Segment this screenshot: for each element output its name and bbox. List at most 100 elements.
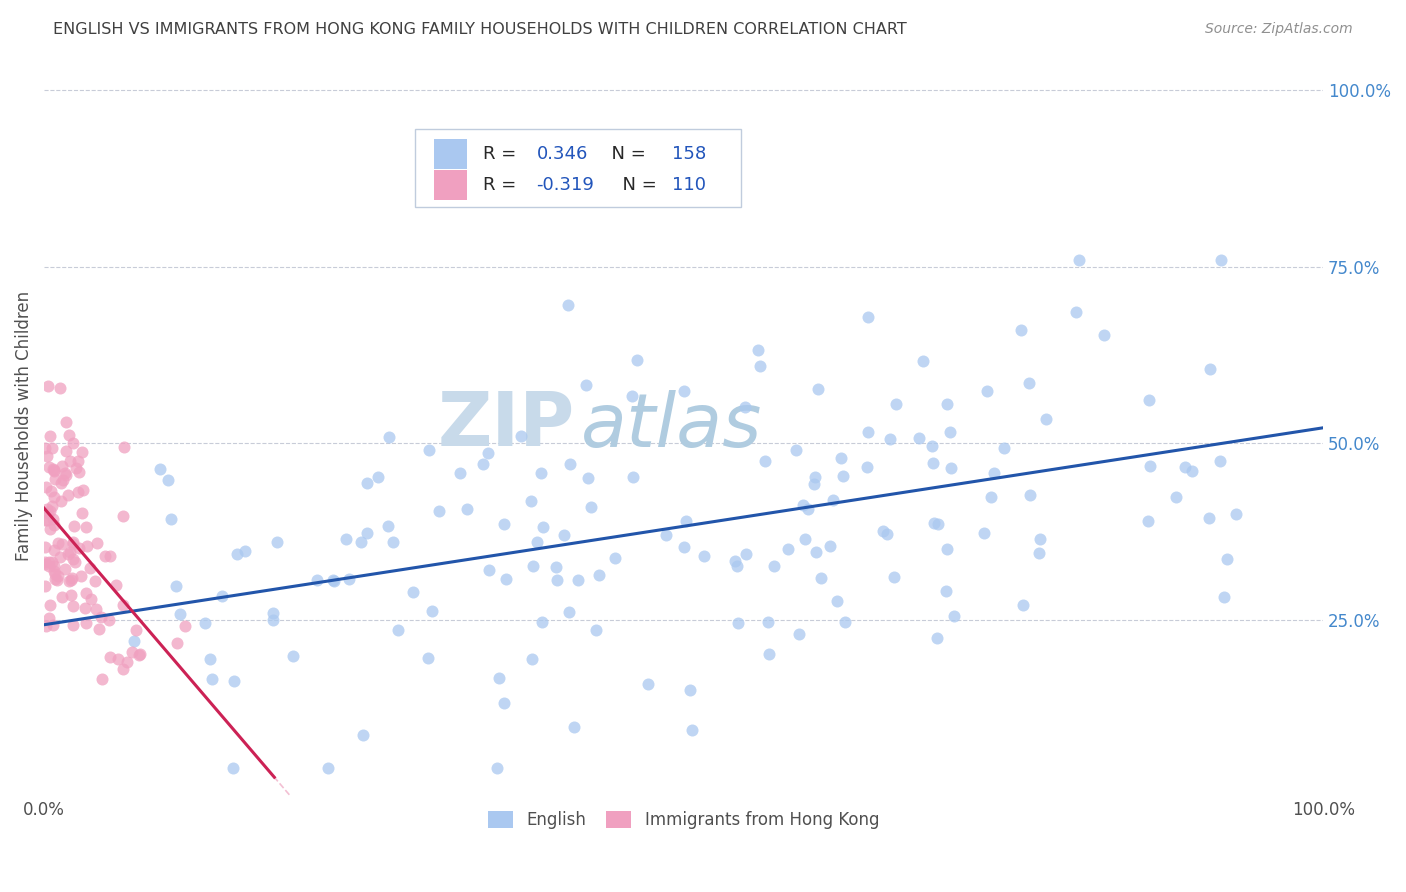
Point bbox=[756, 615, 779, 630]
Point bbox=[576, 471, 599, 485]
Point bbox=[70, 506, 93, 520]
Point bbox=[520, 493, 543, 508]
Point bbox=[316, 761, 339, 775]
Point bbox=[488, 671, 510, 685]
Point bbox=[818, 539, 841, 553]
Point bbox=[1067, 252, 1090, 267]
Point bbox=[44, 463, 66, 477]
Point bbox=[165, 579, 187, 593]
Point bbox=[51, 458, 73, 473]
Point bbox=[80, 592, 103, 607]
Point bbox=[495, 572, 517, 586]
Point bbox=[620, 389, 643, 403]
Point bbox=[1029, 532, 1052, 546]
Point bbox=[62, 519, 84, 533]
Point bbox=[367, 470, 389, 484]
Point bbox=[67, 466, 90, 480]
Point bbox=[75, 615, 97, 630]
Point bbox=[472, 457, 495, 471]
Point bbox=[558, 605, 581, 619]
Point bbox=[34, 441, 56, 455]
Point bbox=[973, 525, 995, 540]
Point bbox=[42, 462, 65, 476]
Point bbox=[105, 578, 128, 592]
Point bbox=[58, 428, 80, 442]
Point bbox=[976, 384, 998, 398]
Point bbox=[912, 354, 935, 368]
Point bbox=[34, 558, 56, 572]
Point bbox=[44, 567, 66, 582]
Point bbox=[76, 539, 98, 553]
Point bbox=[879, 432, 901, 446]
Point bbox=[39, 484, 62, 499]
Point bbox=[350, 535, 373, 549]
Point bbox=[763, 559, 786, 574]
Point bbox=[38, 611, 60, 625]
Text: 158: 158 bbox=[672, 145, 706, 162]
Point bbox=[70, 569, 93, 583]
Point bbox=[477, 446, 499, 460]
Point bbox=[492, 517, 515, 532]
Point bbox=[553, 527, 575, 541]
Point bbox=[62, 537, 84, 551]
Point bbox=[44, 564, 66, 578]
Point bbox=[1213, 591, 1236, 605]
Point bbox=[883, 570, 905, 584]
Point bbox=[1011, 598, 1033, 612]
Point bbox=[66, 454, 89, 468]
Text: ZIP: ZIP bbox=[437, 389, 575, 462]
Point bbox=[377, 519, 399, 533]
Point bbox=[226, 548, 249, 562]
Point bbox=[112, 598, 135, 612]
Point bbox=[626, 353, 648, 368]
Point bbox=[233, 543, 256, 558]
Point bbox=[935, 541, 957, 556]
Point bbox=[160, 512, 183, 526]
Point bbox=[776, 541, 799, 556]
Point bbox=[804, 545, 827, 559]
Point bbox=[122, 634, 145, 648]
Point bbox=[356, 475, 378, 490]
Point bbox=[42, 617, 65, 632]
Point bbox=[1181, 464, 1204, 478]
Point bbox=[562, 720, 585, 734]
Point bbox=[173, 619, 195, 633]
Point bbox=[125, 623, 148, 637]
Point bbox=[65, 555, 87, 569]
Point bbox=[925, 631, 948, 645]
Point bbox=[55, 415, 77, 429]
Point bbox=[531, 520, 554, 534]
Point bbox=[35, 513, 58, 527]
Text: N =: N = bbox=[600, 145, 652, 162]
Point bbox=[53, 466, 76, 480]
Point bbox=[37, 379, 59, 393]
Point bbox=[211, 589, 233, 603]
Point bbox=[637, 676, 659, 690]
Point bbox=[62, 618, 84, 632]
Point bbox=[803, 476, 825, 491]
Point bbox=[75, 585, 97, 599]
Point bbox=[356, 525, 378, 540]
Point bbox=[55, 562, 77, 576]
Point bbox=[834, 615, 856, 630]
Point bbox=[734, 400, 756, 414]
Point bbox=[402, 585, 425, 599]
Point bbox=[169, 607, 191, 622]
Point bbox=[149, 462, 172, 476]
Point bbox=[201, 672, 224, 686]
Point bbox=[418, 651, 440, 665]
FancyBboxPatch shape bbox=[415, 129, 741, 207]
Point bbox=[797, 502, 820, 516]
Text: -0.319: -0.319 bbox=[537, 176, 595, 194]
Point bbox=[727, 616, 749, 631]
Point bbox=[943, 609, 966, 624]
Point bbox=[166, 636, 188, 650]
Point bbox=[37, 449, 59, 463]
Point bbox=[544, 559, 567, 574]
Point bbox=[855, 460, 877, 475]
Point bbox=[62, 535, 84, 549]
Point bbox=[725, 558, 748, 573]
Point bbox=[39, 504, 62, 518]
Point bbox=[387, 624, 409, 638]
Point bbox=[924, 516, 946, 530]
